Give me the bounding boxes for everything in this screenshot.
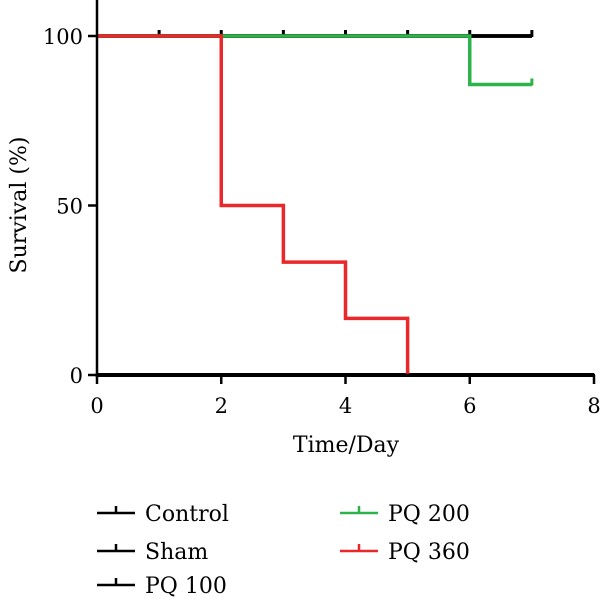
x-tick-label: 6 [463, 394, 476, 418]
legend-item-pq-100: PQ 100 [97, 574, 227, 599]
tick-labels: 0 2 4 6 8 0 50 100 [43, 25, 600, 418]
legend-label: Control [145, 502, 229, 527]
legend-label: PQ 100 [145, 574, 227, 599]
legend-label: PQ 200 [388, 502, 470, 527]
legend: Control Sham PQ 100 PQ 200 PQ 360 [97, 502, 470, 599]
x-tick-label: 8 [587, 394, 600, 418]
y-tick-label: 0 [70, 364, 83, 388]
legend-label: Sham [145, 540, 208, 565]
series-line-pq-360 [97, 34, 410, 375]
x-tick-label: 0 [90, 394, 103, 418]
plot-lines [97, 30, 594, 377]
axes [88, 0, 596, 384]
series-line-pq-200 [97, 34, 532, 87]
y-axis-title: Survival (%) [7, 137, 32, 274]
legend-item-pq-360: PQ 360 [340, 540, 470, 565]
legend-item-control: Control [97, 502, 229, 527]
x-tick-label: 2 [215, 394, 228, 418]
y-tick-label: 100 [43, 25, 83, 49]
x-tick-label: 4 [339, 394, 352, 418]
legend-item-pq-200: PQ 200 [340, 502, 470, 527]
x-axis-title: Time/Day [293, 433, 400, 458]
legend-label: PQ 360 [388, 540, 470, 565]
y-tick-label: 50 [56, 195, 83, 219]
legend-item-sham: Sham [97, 540, 208, 565]
